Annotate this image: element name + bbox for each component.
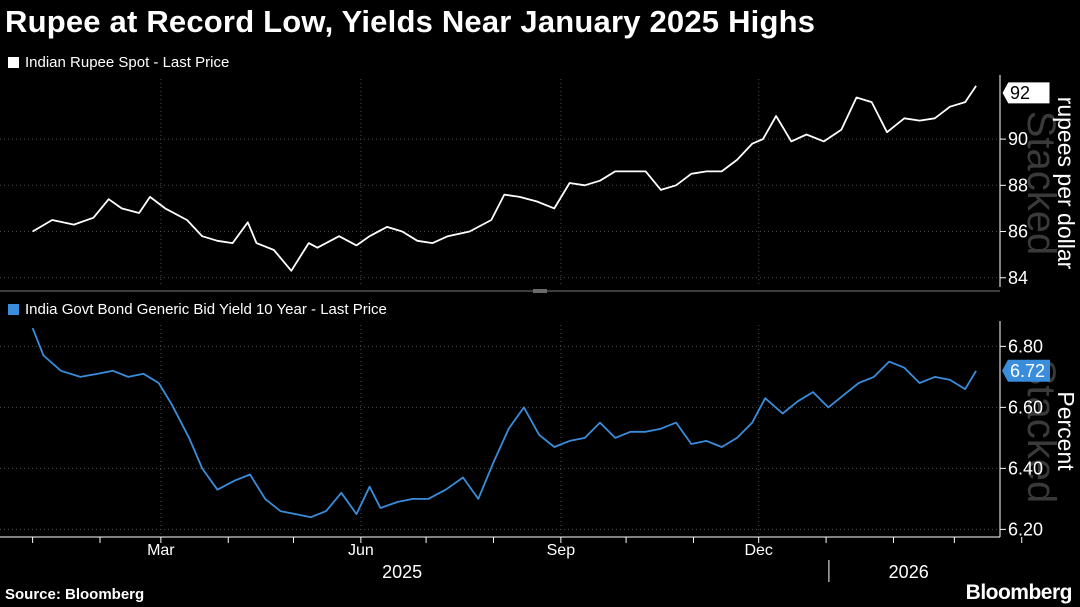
y-tick-label: 90 [1008,129,1028,149]
x-year-label: 2026 [889,562,929,582]
last-value-flag [1002,359,1050,382]
y-tick-label: 84 [1008,268,1028,288]
series-lines [31,85,977,519]
legend-rupee: Indian Rupee Spot - Last Price [8,54,229,71]
legend-rupee-swatch [8,57,19,68]
x-month-label: Dec [744,542,772,559]
source-note: Source: Bloomberg [5,586,145,603]
last-value-flag [1001,81,1051,105]
legend-yield: India Govt Bond Generic Bid Yield 10 Yea… [8,301,387,318]
y-axis-unit-label: Percent [1053,391,1079,471]
axis-labels: 84 86 88 90 92 rupees per dollar 6.20 6.40 6.60 6… [147,83,1079,582]
y-tick-label: 88 [1008,175,1028,195]
chart-title: Rupee at Record Low, Yields Near January… [5,4,816,39]
legend-yield-label: India Govt Bond Generic Bid Yield 10 Yea… [25,301,387,318]
legend-yield-swatch [8,304,19,315]
y-tick-label: 86 [1008,222,1028,242]
x-month-label: Mar [147,542,175,559]
panel-resize-handle [533,289,547,293]
watermark: Stacked Stacked [1019,111,1063,504]
series-line [31,327,977,519]
series-line [32,85,977,272]
grid [0,79,1000,537]
x-month-label: Jun [348,542,374,559]
x-year-label: 2025 [382,562,422,582]
last-value-label: 92 [1010,83,1030,103]
axes [0,75,1051,582]
last-value-label: 6.72 [1010,361,1045,381]
y-tick-label: 6.20 [1008,519,1043,539]
y-axis-unit-label: rupees per dollar [1053,97,1079,270]
bloomberg-logo: Bloomberg [965,581,1073,604]
watermark-text: Stacked [1019,359,1063,504]
y-tick-label: 6.60 [1008,397,1043,417]
watermark-text: Stacked [1019,111,1063,256]
x-month-label: Sep [547,542,576,559]
legend-rupee-label: Indian Rupee Spot - Last Price [25,54,230,71]
y-tick-label: 6.40 [1008,458,1043,478]
y-tick-label: 6.80 [1008,336,1043,356]
